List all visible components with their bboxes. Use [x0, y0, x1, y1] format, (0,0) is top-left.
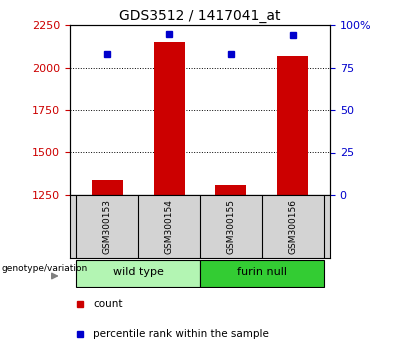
Text: count: count [93, 299, 123, 309]
Text: furin null: furin null [237, 267, 287, 278]
Bar [215, 185, 247, 195]
FancyBboxPatch shape [200, 259, 324, 286]
Bar [154, 42, 184, 195]
Text: GSM300156: GSM300156 [289, 199, 297, 254]
Text: genotype/variation: genotype/variation [1, 264, 88, 273]
Text: GSM300153: GSM300153 [102, 199, 112, 254]
Bar [277, 56, 308, 195]
Title: GDS3512 / 1417041_at: GDS3512 / 1417041_at [119, 8, 281, 23]
Text: wild type: wild type [113, 267, 163, 278]
Text: GSM300154: GSM300154 [165, 199, 173, 254]
Text: GSM300155: GSM300155 [226, 199, 236, 254]
Text: percentile rank within the sample: percentile rank within the sample [93, 329, 269, 339]
FancyBboxPatch shape [76, 259, 200, 286]
Bar [92, 180, 123, 195]
